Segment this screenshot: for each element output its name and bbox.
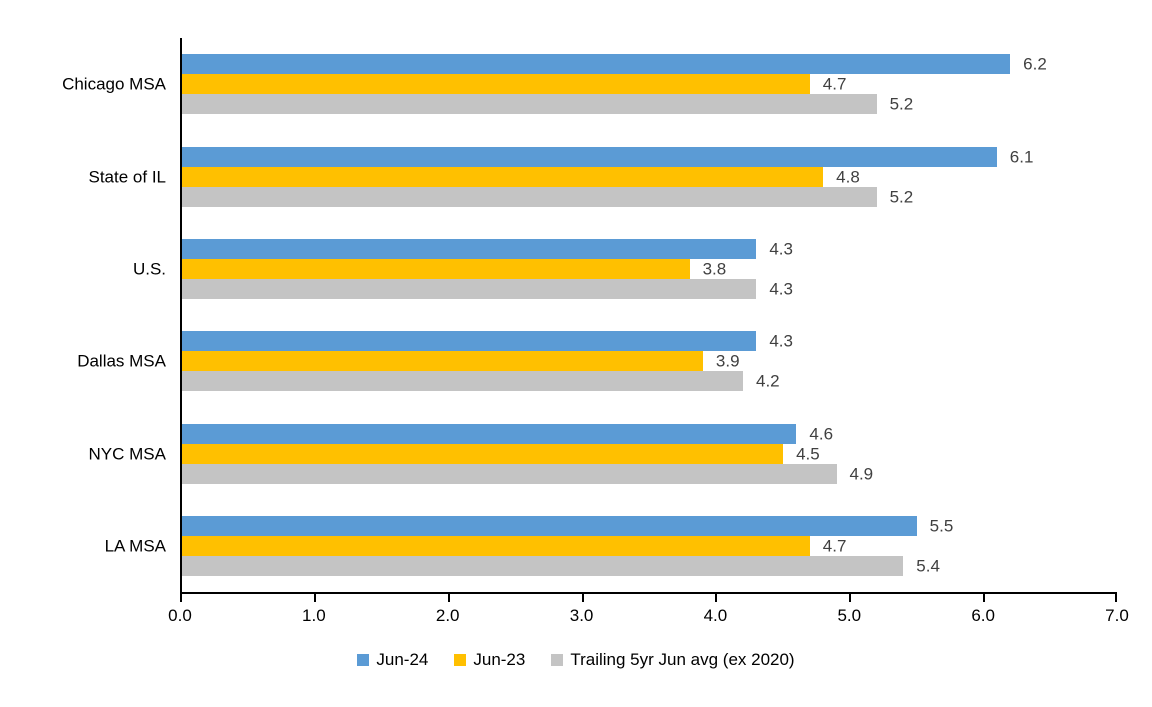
value-label: 5.2 (889, 187, 914, 206)
x-tick-label: 6.0 (971, 606, 995, 625)
bar (182, 186, 877, 207)
x-axis: 0.0 1.0 2.0 3.0 4.0 5.0 6.0 7.0 (168, 594, 1129, 634)
bar (182, 463, 837, 484)
category-label: NYC MSA (88, 444, 166, 463)
category-label: Dallas MSA (77, 351, 166, 371)
x-tick-mark (447, 594, 450, 602)
x-tick-label: 1.0 (302, 606, 326, 625)
bar (182, 535, 810, 556)
x-tick-label: 7.0 (1105, 606, 1129, 625)
bar (182, 278, 757, 299)
bar (182, 54, 1011, 75)
value-label: 6.2 (1023, 54, 1047, 74)
value-label: 4.8 (836, 167, 860, 186)
bar (182, 371, 743, 392)
x-tick-label: 5.0 (837, 606, 862, 625)
x-tick-label: 3.0 (569, 606, 594, 625)
bar (182, 423, 797, 444)
plot-area: 6.2 4.7 5.2 6.1 4.8 5.2 4.3 3.8 4.3 4.3 3.9 4.2 4.6 4… (180, 38, 1117, 594)
bar (182, 146, 997, 167)
value-label: 6.1 (1009, 147, 1034, 166)
legend-item-jun-23: Jun-23 (454, 650, 525, 670)
value-label: 4.3 (769, 279, 793, 299)
bar (182, 331, 757, 352)
x-tick-mark (1115, 594, 1117, 602)
value-label: 5.4 (916, 556, 940, 576)
value-label: 4.5 (796, 444, 820, 463)
legend-swatch-trailing-avg (551, 654, 564, 666)
x-tick-mark (313, 594, 316, 602)
bar (182, 555, 904, 576)
value-label: 4.2 (756, 371, 780, 391)
bar (182, 515, 917, 536)
bar (182, 258, 690, 279)
category-label: LA MSA (104, 536, 166, 556)
bar (182, 166, 824, 187)
x-tick-mark (180, 594, 182, 602)
value-label: 3.9 (715, 351, 740, 371)
legend: Jun-24 Jun-23 Trailing 5yr Jun avg (ex 2… (0, 650, 1152, 670)
value-label: 5.5 (929, 516, 954, 536)
x-tick-label: 2.0 (435, 606, 460, 625)
bar (182, 94, 877, 115)
y-axis-labels: Chicago MSA State of IL U.S. Dallas MSA NYC … (0, 38, 166, 594)
value-label: 5.2 (889, 94, 914, 114)
x-tick-mark (849, 594, 852, 602)
value-label: 3.8 (702, 259, 727, 279)
legend-label-jun-24: Jun-24 (376, 650, 429, 669)
category-label: Chicago MSA (62, 74, 166, 94)
x-tick-mark (983, 594, 986, 602)
category-label: U.S. (132, 259, 166, 279)
bar (182, 351, 703, 372)
value-label: 4.7 (822, 536, 847, 556)
legend-label-jun-23: Jun-23 (473, 650, 526, 669)
x-tick-mark (715, 594, 718, 602)
category-label: State of IL (88, 167, 167, 186)
bar (182, 74, 810, 95)
x-tick-label: 4.0 (703, 606, 728, 625)
x-tick-label: 0.0 (168, 606, 192, 625)
value-label: 4.9 (849, 464, 874, 483)
legend-label-trailing-avg: Trailing 5yr Jun avg (ex 2020) (570, 650, 795, 669)
legend-swatch-jun-24 (357, 654, 370, 666)
legend-swatch-jun-23 (454, 654, 467, 666)
value-label: 4.3 (769, 331, 793, 351)
value-label: 4.3 (769, 239, 793, 259)
legend-item-trailing-avg: Trailing 5yr Jun avg (ex 2020) (551, 650, 795, 670)
value-label: 4.6 (809, 424, 834, 443)
x-tick-mark (581, 594, 584, 602)
legend-item-jun-24: Jun-24 (357, 650, 428, 670)
value-label: 4.7 (822, 74, 847, 94)
bar (182, 443, 784, 464)
bar (182, 238, 757, 259)
